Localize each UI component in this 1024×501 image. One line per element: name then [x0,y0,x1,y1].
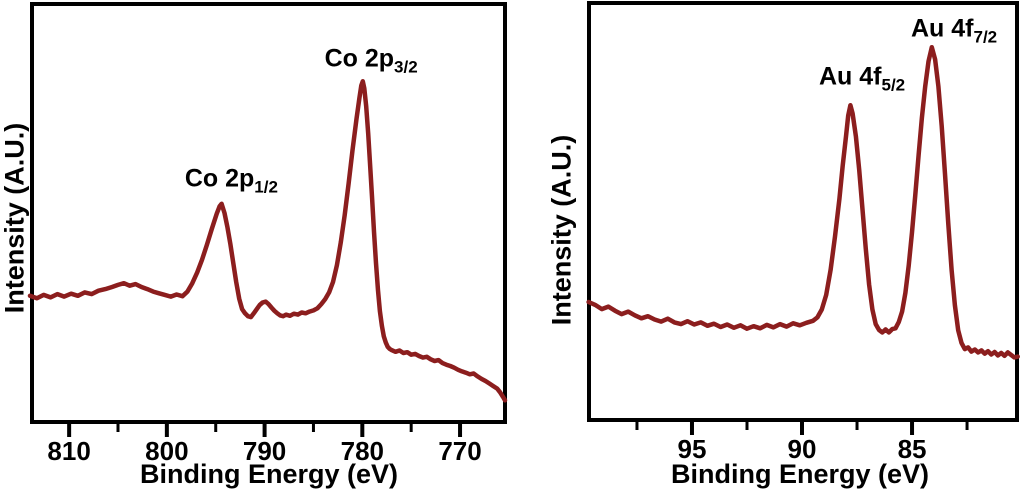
peak-label-au4f52: Au 4f5/2 [819,62,905,94]
peak-label-subscript: 5/2 [881,75,906,95]
co2p-x-axis-label: Binding Energy (eV) [139,459,399,489]
co2p-plot-panel [27,2,508,437]
peak-label-subscript: 3/2 [394,57,418,77]
x-tick-label: 780 [340,436,385,466]
x-tick-label: 770 [438,436,482,466]
x-tick-label: 90 [787,434,817,464]
x-tick-label: 85 [897,434,927,464]
au4f-spectrum-line [586,44,1020,360]
peak-label-co2p12: Co 2p1/2 [184,164,278,196]
peak-label-subscript: 7/2 [973,27,998,47]
x-axis-ticks [67,424,463,437]
co2p-y-axis-label: Intensity (A.U.) [0,122,30,314]
peak-label-base: Au 4f [910,14,974,43]
peak-label-base: Co 2p [184,164,255,193]
x-tick-label: 790 [242,436,287,466]
x-tick-label: 810 [47,436,91,466]
peak-label-base: Au 4f [819,62,882,91]
peak-label-subscript: 1/2 [254,177,278,197]
peak-label-base: Co 2p [324,44,395,73]
co2p-spectrum-line [27,79,508,403]
au4f-x-axis-label: Binding Energy (eV) [670,459,930,489]
x-axis-ticks [635,422,969,435]
x-tick-label: 95 [677,434,707,464]
x-tick-label: 800 [145,436,189,466]
plot-frame [587,1,1019,422]
plot-frame [30,2,507,424]
peak-label-au4f72: Au 4f7/2 [910,14,997,46]
au4f-y-axis-label: Intensity (A.U.) [546,134,577,326]
peak-label-co2p32: Co 2p3/2 [324,44,418,76]
au4f-plot-panel [586,1,1020,435]
